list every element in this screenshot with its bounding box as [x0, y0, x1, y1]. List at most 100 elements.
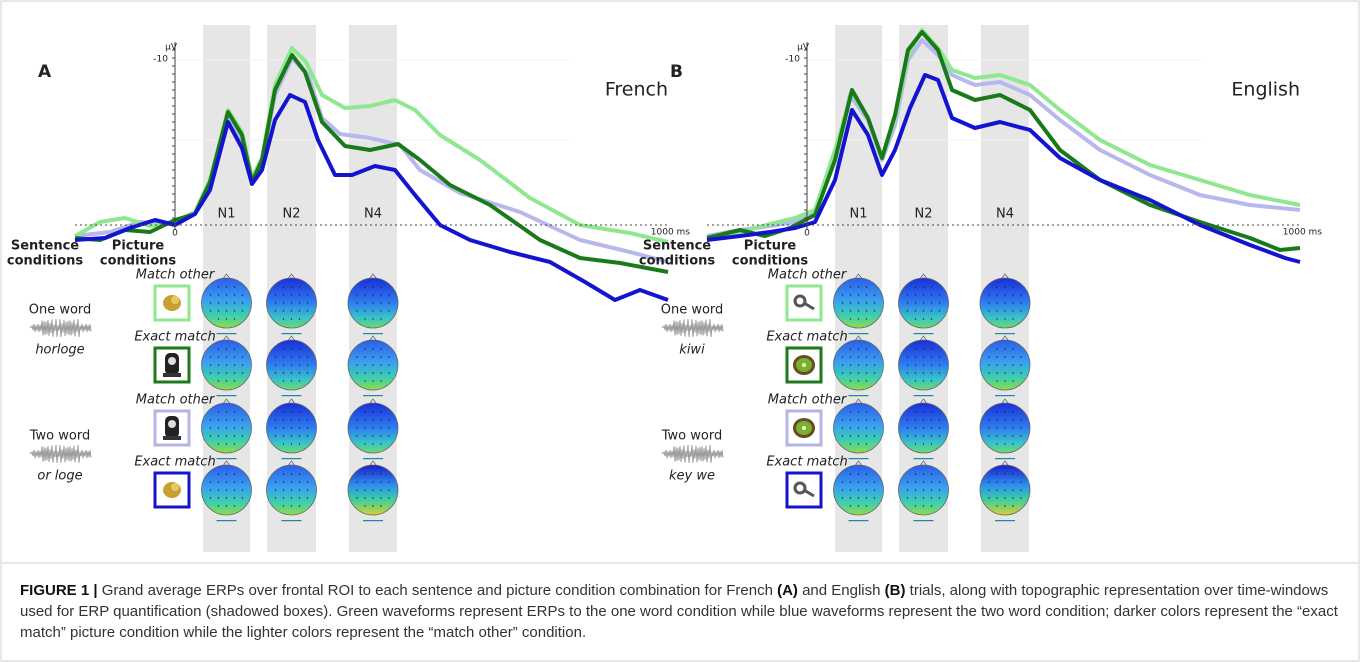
electrode: [388, 419, 389, 420]
electrode: [226, 364, 227, 365]
electrode: [364, 364, 365, 365]
electrode: [283, 372, 284, 373]
electrode: [372, 435, 373, 436]
electrode: [866, 435, 867, 436]
electrode: [931, 443, 932, 444]
color-scale: [849, 395, 869, 397]
electrode: [1004, 505, 1005, 506]
electrode: [299, 419, 300, 420]
electrode: [858, 348, 859, 349]
electrode: [907, 435, 908, 436]
electrode: [372, 302, 373, 303]
electrode: [299, 372, 300, 373]
electrode: [299, 473, 300, 474]
electrode: [1004, 294, 1005, 295]
electrode: [915, 481, 916, 482]
electrode: [275, 435, 276, 436]
electrode: [291, 348, 292, 349]
electrode: [218, 286, 219, 287]
electrode: [850, 302, 851, 303]
electrode: [299, 348, 300, 349]
electrode: [242, 427, 243, 428]
picture: [163, 373, 181, 377]
electrode: [1004, 411, 1005, 412]
window-label: N4: [364, 207, 382, 222]
electrode: [372, 286, 373, 287]
electrode: [923, 310, 924, 311]
electrode: [858, 380, 859, 381]
electrode: [234, 419, 235, 420]
electrode: [242, 419, 243, 420]
language-label: French: [605, 79, 668, 101]
electrode: [915, 380, 916, 381]
electrode: [915, 294, 916, 295]
electrode: [388, 294, 389, 295]
axis-unit: µV: [165, 43, 178, 53]
electrode: [210, 497, 211, 498]
electrode: [226, 481, 227, 482]
electrode: [356, 419, 357, 420]
electrode: [923, 356, 924, 357]
electrode: [380, 481, 381, 482]
electrode: [364, 427, 365, 428]
electrode: [915, 411, 916, 412]
electrode: [283, 443, 284, 444]
color-scale: [282, 333, 302, 335]
electrode: [842, 356, 843, 357]
electrode: [842, 435, 843, 436]
electrode: [242, 356, 243, 357]
electrode: [299, 489, 300, 490]
electrode: [356, 294, 357, 295]
electrode: [866, 427, 867, 428]
electrode: [850, 427, 851, 428]
electrode: [874, 427, 875, 428]
electrode: [874, 481, 875, 482]
electrode: [291, 356, 292, 357]
electrode: [226, 427, 227, 428]
electrode: [291, 419, 292, 420]
electrode: [234, 294, 235, 295]
panel-label: A: [38, 62, 52, 82]
electrode: [283, 489, 284, 490]
electrode: [907, 356, 908, 357]
electrode: [364, 294, 365, 295]
electrode: [226, 356, 227, 357]
row-label: Match other: [768, 268, 848, 283]
electrode: [234, 497, 235, 498]
electrode: [1012, 294, 1013, 295]
electrode: [850, 435, 851, 436]
sentence-header: conditions: [7, 254, 84, 269]
electrode: [931, 286, 932, 287]
row-label: Exact match: [766, 455, 847, 470]
electrode: [372, 473, 373, 474]
electrode: [291, 435, 292, 436]
electrode: [988, 435, 989, 436]
electrode: [874, 302, 875, 303]
electrode: [380, 364, 381, 365]
electrode: [988, 419, 989, 420]
electrode: [283, 435, 284, 436]
electrode: [242, 364, 243, 365]
electrode: [291, 294, 292, 295]
electrode: [996, 411, 997, 412]
electrode: [858, 294, 859, 295]
electrode: [923, 302, 924, 303]
electrode: [858, 481, 859, 482]
electrode: [1020, 419, 1021, 420]
electrode: [291, 427, 292, 428]
caption-text: Grand average ERPs over frontal ROI to e…: [98, 582, 778, 599]
electrode: [364, 435, 365, 436]
electrode: [907, 302, 908, 303]
electrode: [923, 372, 924, 373]
electrode: [923, 348, 924, 349]
electrode: [388, 427, 389, 428]
electrode: [388, 497, 389, 498]
caption-ref: (A): [777, 582, 798, 599]
electrode: [218, 427, 219, 428]
electrode: [356, 497, 357, 498]
electrode: [842, 427, 843, 428]
picture: [163, 436, 181, 440]
electrode: [242, 310, 243, 311]
electrode: [372, 481, 373, 482]
color-scale: [217, 458, 237, 460]
